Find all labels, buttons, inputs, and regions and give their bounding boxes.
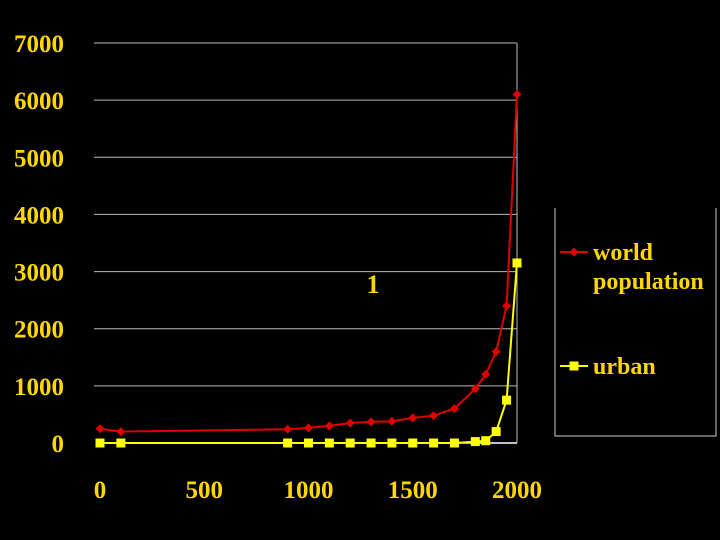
data-point — [502, 301, 512, 311]
data-point — [429, 438, 439, 448]
legend: world population urban — [554, 208, 717, 437]
data-point — [366, 417, 376, 427]
data-point — [408, 413, 418, 423]
y-tick-label: 0 — [52, 431, 65, 458]
data-point — [470, 384, 480, 394]
gridlines — [94, 42, 517, 387]
data-point — [449, 404, 459, 414]
data-point — [512, 89, 522, 99]
y-tick-label: 1000 — [14, 374, 64, 401]
legend-label: world — [593, 240, 654, 266]
y-tick-label: 5000 — [14, 145, 64, 172]
data-point — [95, 438, 105, 448]
data-point — [283, 424, 293, 434]
y-axis-tick-labels: 0 1000 2000 3000 4000 5000 6000 7000 — [14, 31, 64, 458]
legend-label: urban — [593, 354, 656, 380]
data-point — [345, 438, 355, 448]
data-point — [491, 427, 501, 437]
data-point — [324, 421, 334, 431]
data-point — [481, 369, 491, 379]
legend-swatch-marker — [569, 247, 579, 257]
x-tick-label: 0 — [94, 477, 107, 504]
y-tick-label: 3000 — [14, 260, 64, 287]
data-point — [408, 438, 418, 448]
series-group — [95, 89, 522, 448]
x-axis-tick-labels: 0 500 1000 1500 2000 — [94, 477, 542, 504]
data-point — [491, 347, 501, 357]
x-tick-label: 1000 — [284, 477, 334, 504]
x-tick-label: 1500 — [388, 477, 438, 504]
data-point — [345, 418, 355, 428]
data-point — [324, 438, 334, 448]
data-point — [429, 411, 439, 421]
data-point — [387, 416, 397, 426]
y-tick-label: 4000 — [14, 202, 64, 229]
legend-border — [554, 208, 717, 437]
series-world-population — [95, 89, 522, 437]
axes — [100, 43, 518, 444]
data-point — [481, 436, 491, 446]
y-tick-label: 7000 — [14, 31, 64, 58]
data-point — [470, 437, 480, 447]
legend-item: urban — [560, 354, 656, 380]
data-point — [387, 438, 397, 448]
data-point — [283, 438, 293, 448]
data-point — [116, 427, 126, 437]
legend-item: world population — [560, 240, 704, 295]
data-point — [304, 423, 313, 433]
legend-label: population — [593, 269, 704, 295]
data-point — [502, 395, 512, 405]
data-point — [116, 438, 126, 448]
series-urban — [95, 258, 522, 448]
y-tick-label: 2000 — [14, 317, 64, 344]
data-point — [512, 258, 522, 268]
x-tick-label: 2000 — [492, 477, 542, 504]
data-point — [304, 438, 313, 448]
x-tick-label: 500 — [186, 477, 224, 504]
legend-swatch-marker — [569, 361, 579, 371]
chart-annotation: 1 — [367, 270, 380, 299]
series-line — [99, 94, 518, 433]
y-tick-label: 6000 — [14, 88, 64, 115]
data-point — [449, 438, 459, 448]
data-point — [366, 438, 376, 448]
series-line — [100, 262, 518, 444]
data-point — [95, 424, 105, 434]
